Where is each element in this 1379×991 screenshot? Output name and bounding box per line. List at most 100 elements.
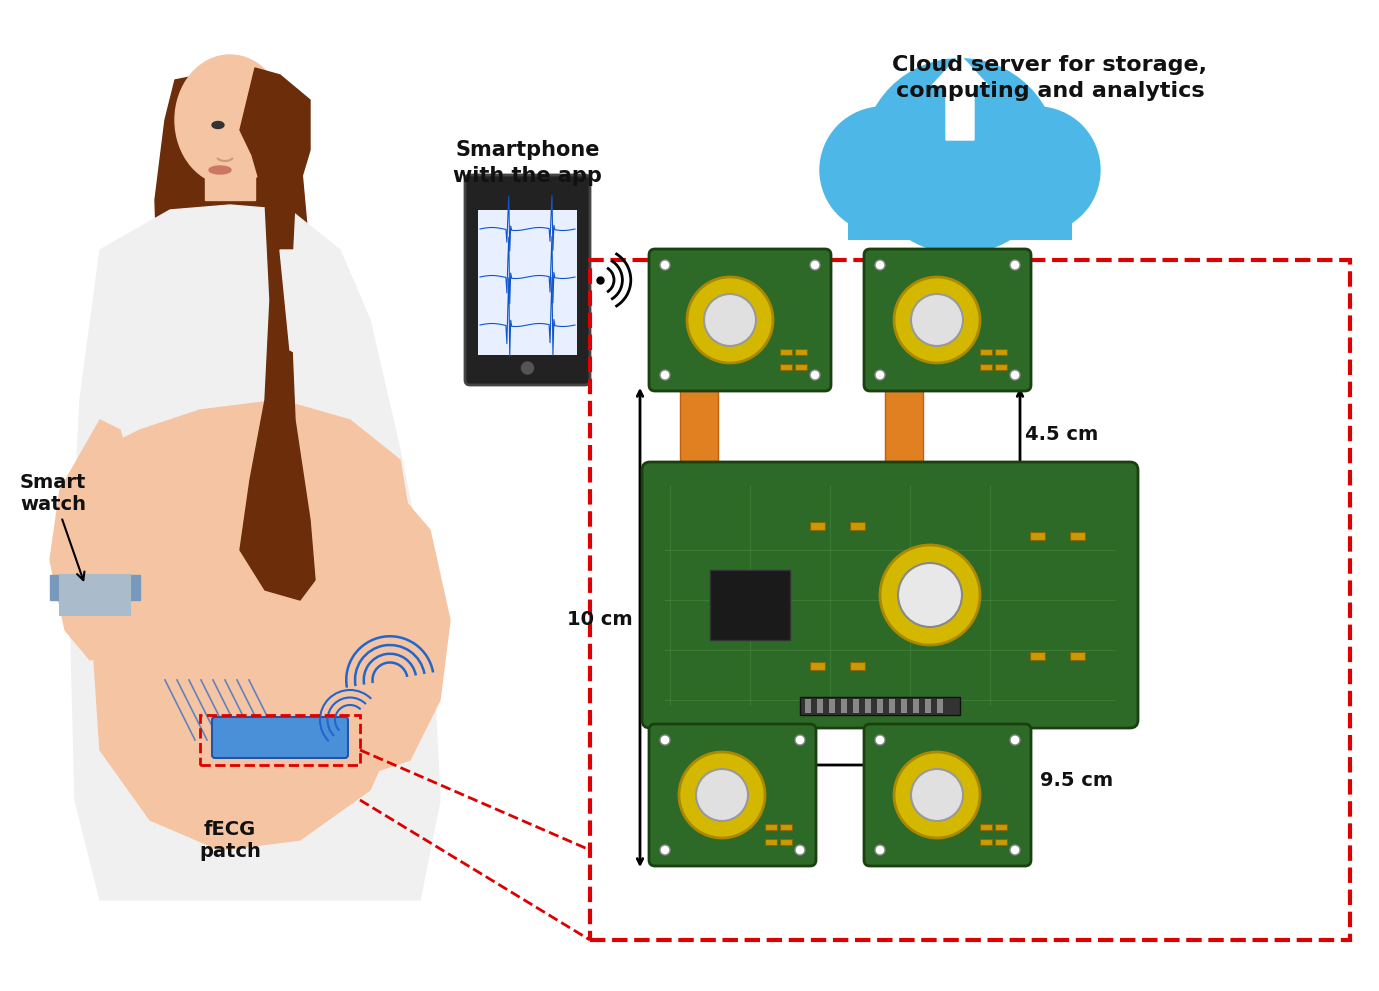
Bar (781, 839, 792, 845)
Circle shape (661, 735, 670, 745)
Circle shape (1009, 370, 1020, 380)
Bar (680, 390, 718, 490)
Circle shape (862, 58, 1058, 254)
FancyBboxPatch shape (650, 249, 832, 391)
Text: 9.5 cm: 9.5 cm (1040, 770, 1113, 790)
Bar (710, 570, 790, 640)
Circle shape (687, 277, 774, 363)
Bar (849, 522, 865, 530)
Bar (805, 699, 811, 713)
FancyBboxPatch shape (212, 717, 348, 758)
Bar (996, 839, 1007, 845)
Bar (980, 839, 992, 845)
Circle shape (796, 735, 805, 745)
Circle shape (696, 769, 747, 821)
Polygon shape (280, 250, 310, 360)
Ellipse shape (175, 55, 285, 185)
Circle shape (1009, 845, 1020, 855)
Bar (809, 522, 825, 530)
Bar (765, 839, 776, 845)
Bar (889, 699, 895, 713)
Circle shape (876, 845, 885, 855)
Circle shape (912, 294, 963, 346)
Circle shape (940, 134, 1049, 242)
Circle shape (796, 845, 805, 855)
Polygon shape (90, 400, 421, 850)
Bar (865, 699, 872, 713)
Bar (680, 660, 718, 740)
Bar (781, 824, 792, 830)
Text: 4.5 cm: 4.5 cm (1025, 425, 1098, 445)
Bar (1030, 532, 1045, 540)
Circle shape (678, 752, 765, 838)
FancyBboxPatch shape (865, 724, 1031, 866)
Bar (50, 575, 141, 600)
Bar (200, 715, 360, 765)
Circle shape (521, 362, 534, 374)
Circle shape (809, 370, 821, 380)
Circle shape (894, 752, 980, 838)
Circle shape (898, 563, 963, 627)
Text: 10 cm: 10 cm (567, 610, 633, 629)
Bar (765, 824, 776, 830)
Bar (996, 824, 1007, 830)
Bar (205, 145, 255, 200)
Bar (781, 349, 792, 355)
Polygon shape (50, 420, 141, 660)
Bar (479, 210, 576, 355)
Text: Cloud server for storage,
computing and analytics: Cloud server for storage, computing and … (892, 55, 1208, 101)
Bar (849, 662, 865, 670)
Bar (1070, 652, 1085, 660)
Bar (925, 699, 931, 713)
Circle shape (872, 134, 979, 242)
Circle shape (894, 277, 980, 363)
Bar (996, 364, 1007, 370)
Bar (900, 699, 907, 713)
Text: Smartphone
with the app: Smartphone with the app (454, 140, 603, 186)
Ellipse shape (212, 122, 223, 129)
Polygon shape (240, 68, 314, 600)
Bar (936, 699, 943, 713)
Bar (61, 575, 130, 615)
FancyBboxPatch shape (465, 175, 590, 385)
Circle shape (661, 370, 670, 380)
Bar (848, 163, 1071, 240)
FancyBboxPatch shape (650, 724, 816, 866)
Circle shape (809, 260, 821, 270)
Circle shape (661, 260, 670, 270)
Bar (980, 364, 992, 370)
Circle shape (705, 294, 756, 346)
FancyBboxPatch shape (865, 249, 1031, 391)
Polygon shape (141, 250, 170, 360)
Bar (829, 699, 836, 713)
Polygon shape (70, 205, 440, 900)
Circle shape (876, 260, 885, 270)
FancyBboxPatch shape (643, 462, 1138, 728)
Bar (590, 260, 1350, 940)
Circle shape (880, 545, 980, 645)
Ellipse shape (145, 550, 365, 750)
Text: fECG
patch: fECG patch (199, 820, 261, 861)
Bar (885, 390, 923, 490)
Bar (885, 660, 923, 740)
Bar (913, 699, 918, 713)
Bar (816, 699, 823, 713)
Text: Smart
watch: Smart watch (21, 473, 87, 580)
Polygon shape (154, 65, 310, 600)
Bar (841, 699, 847, 713)
Circle shape (661, 845, 670, 855)
Bar (1070, 532, 1085, 540)
Bar (980, 349, 992, 355)
Bar (781, 364, 792, 370)
Circle shape (1009, 735, 1020, 745)
FancyArrow shape (932, 55, 987, 140)
Bar (800, 697, 960, 715)
Bar (1030, 652, 1045, 660)
Circle shape (912, 769, 963, 821)
Bar (980, 824, 992, 830)
Circle shape (876, 370, 885, 380)
Circle shape (974, 106, 1100, 234)
Bar (809, 662, 825, 670)
Polygon shape (320, 460, 450, 770)
Bar (854, 699, 859, 713)
